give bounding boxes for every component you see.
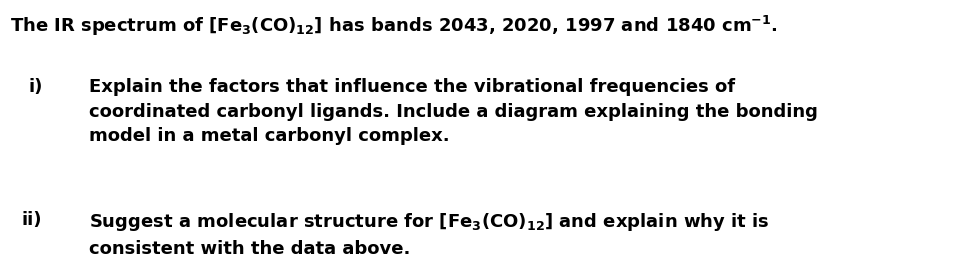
Text: ii): ii) [21, 211, 41, 229]
Text: i): i) [29, 78, 43, 96]
Text: Suggest a molecular structure for [Fe$_{3}$(CO)$_{12}$] and explain why it is
co: Suggest a molecular structure for [Fe$_{… [88, 211, 769, 258]
Text: Explain the factors that influence the vibrational frequencies of
coordinated ca: Explain the factors that influence the v… [88, 78, 817, 145]
Text: The IR spectrum of [Fe$_{3}$(CO)$_{12}$] has bands 2043, 2020, 1997 and 1840 cm$: The IR spectrum of [Fe$_{3}$(CO)$_{12}$]… [10, 14, 776, 38]
